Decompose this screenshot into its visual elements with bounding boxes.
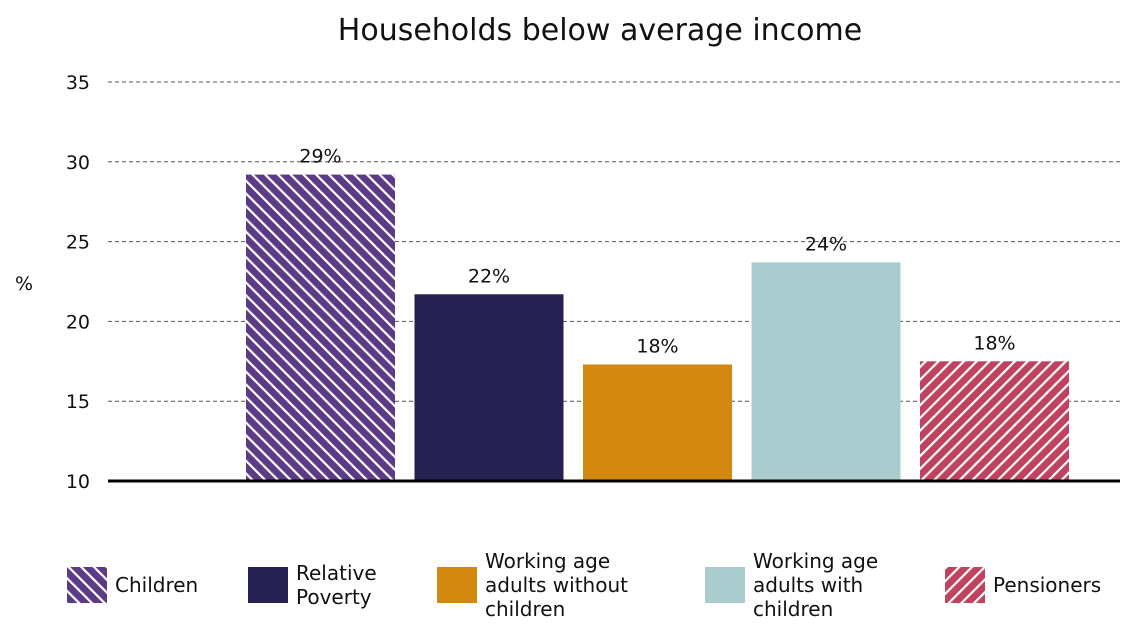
legend-label: Working age adults with children [753,549,879,621]
data-labels: 29% 22% 18% 24% 18% [299,146,1015,358]
legend-item: Children [67,540,198,630]
y-tick-label: 10 [66,471,90,493]
legend-swatch [67,567,107,603]
y-tick-label: 15 [66,391,90,413]
legend-swatch [248,567,288,603]
legend-label: Working age adults without children [485,549,628,621]
legend-swatch [705,567,745,603]
y-axis-label: % [15,273,33,295]
legend-item: Pensioners [945,540,1101,630]
bar-3 [583,364,732,481]
legend-item: Working age adults with children [705,540,878,630]
data-label: 29% [299,146,341,168]
bar-4 [751,262,901,481]
legend-item: Relative Poverty [248,540,377,630]
y-tick-label: 20 [66,311,90,333]
legend-label: Relative Poverty [296,561,377,609]
data-label: 18% [636,335,678,357]
data-label: 18% [973,332,1015,354]
bar-2 [414,294,564,481]
chart-title: Households below average income [338,13,862,48]
y-tick-label: 25 [66,232,90,254]
legend: Children Relative Poverty Working age adul… [0,540,1125,630]
y-tick-label: 30 [66,152,90,174]
bars [246,174,1069,481]
bar-5 [920,361,1069,481]
legend-item: Working age adults without children [437,540,628,630]
bar-1 [246,174,395,481]
y-tick-label: 35 [66,72,90,94]
legend-swatch [437,567,477,603]
legend-label: Children [115,573,199,597]
data-label: 24% [805,233,847,255]
legend-swatch [945,567,985,603]
y-tick-labels: 10 15 20 25 30 35 [66,72,90,493]
data-label: 22% [468,265,510,287]
legend-label: Pensioners [993,573,1102,597]
